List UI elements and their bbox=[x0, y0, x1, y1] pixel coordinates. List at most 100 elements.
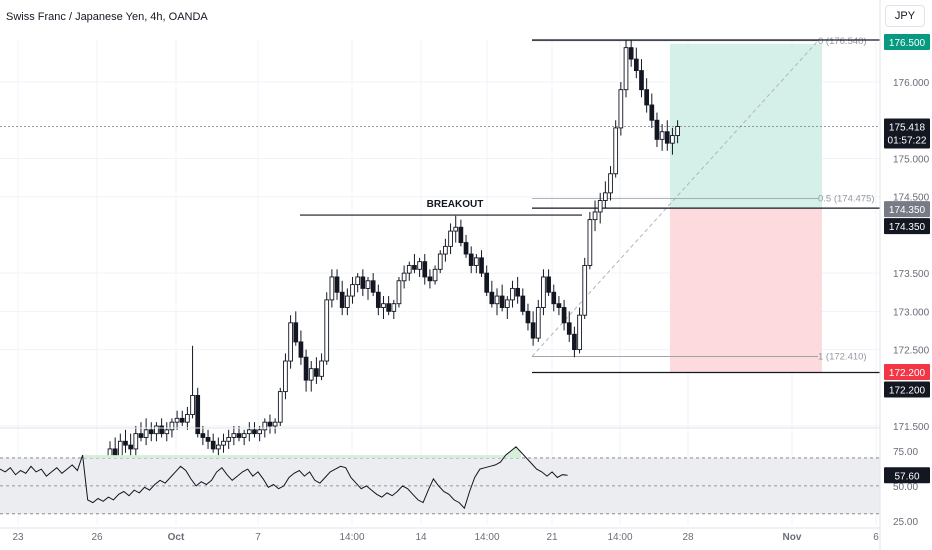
candle[interactable] bbox=[561, 299, 567, 331]
candle[interactable] bbox=[644, 78, 649, 113]
candle[interactable] bbox=[551, 284, 557, 312]
candle[interactable] bbox=[597, 192, 603, 224]
candle[interactable] bbox=[283, 353, 288, 400]
candle[interactable] bbox=[370, 273, 376, 297]
candle[interactable] bbox=[541, 269, 546, 316]
candle[interactable] bbox=[468, 246, 474, 274]
candle[interactable] bbox=[406, 261, 412, 281]
candle[interactable] bbox=[308, 361, 314, 392]
candle[interactable] bbox=[628, 40, 634, 67]
candle[interactable] bbox=[133, 426, 139, 457]
currency-button[interactable]: JPY bbox=[885, 5, 925, 27]
candle[interactable] bbox=[639, 59, 644, 98]
candle[interactable] bbox=[463, 234, 469, 258]
candle[interactable] bbox=[510, 280, 515, 308]
candle[interactable] bbox=[412, 254, 417, 274]
candle[interactable] bbox=[458, 219, 464, 247]
candle[interactable] bbox=[582, 257, 588, 319]
candle[interactable] bbox=[123, 429, 128, 453]
candle[interactable] bbox=[246, 422, 252, 442]
candle[interactable] bbox=[432, 265, 438, 285]
candle[interactable] bbox=[319, 353, 324, 381]
candle[interactable] bbox=[210, 433, 216, 453]
candle[interactable] bbox=[649, 93, 655, 128]
candle[interactable] bbox=[427, 269, 433, 289]
candle[interactable] bbox=[288, 315, 293, 369]
candle[interactable] bbox=[200, 426, 206, 446]
candle[interactable] bbox=[236, 426, 242, 442]
candle[interactable] bbox=[504, 296, 510, 319]
candle[interactable] bbox=[530, 311, 536, 346]
candle[interactable] bbox=[675, 120, 680, 144]
candle[interactable] bbox=[241, 429, 247, 446]
candle[interactable] bbox=[525, 303, 531, 331]
candle[interactable] bbox=[474, 254, 479, 274]
candle[interactable] bbox=[143, 418, 149, 446]
candle[interactable] bbox=[164, 422, 170, 442]
candle[interactable] bbox=[654, 112, 660, 148]
candle[interactable] bbox=[592, 200, 598, 232]
candle[interactable] bbox=[443, 238, 448, 262]
candle[interactable] bbox=[618, 82, 624, 136]
candle[interactable] bbox=[355, 273, 361, 293]
candle[interactable] bbox=[577, 307, 582, 354]
candle[interactable] bbox=[314, 357, 319, 384]
candle[interactable] bbox=[664, 120, 670, 151]
candle[interactable] bbox=[515, 276, 520, 304]
candle[interactable] bbox=[329, 269, 335, 308]
candle[interactable] bbox=[231, 426, 237, 446]
candle[interactable] bbox=[257, 426, 262, 442]
candle[interactable] bbox=[587, 211, 593, 270]
candle[interactable] bbox=[670, 127, 675, 155]
candle[interactable] bbox=[252, 422, 257, 438]
candle[interactable] bbox=[365, 276, 371, 300]
candle[interactable] bbox=[195, 387, 201, 438]
candle[interactable] bbox=[293, 311, 299, 346]
candle[interactable] bbox=[272, 418, 278, 434]
candle[interactable] bbox=[360, 269, 366, 297]
candle[interactable] bbox=[277, 387, 283, 426]
candles[interactable] bbox=[107, 40, 680, 469]
candle[interactable] bbox=[205, 429, 211, 449]
candle[interactable] bbox=[381, 296, 386, 319]
candle[interactable] bbox=[148, 422, 154, 442]
candle[interactable] bbox=[603, 181, 608, 209]
candle[interactable] bbox=[138, 422, 144, 442]
candle[interactable] bbox=[422, 254, 428, 285]
candle[interactable] bbox=[479, 250, 484, 277]
rsi-pane[interactable] bbox=[0, 427, 880, 515]
candle[interactable] bbox=[396, 276, 402, 308]
candle[interactable] bbox=[566, 311, 572, 342]
candle[interactable] bbox=[437, 250, 443, 274]
candle[interactable] bbox=[350, 276, 355, 304]
candle[interactable] bbox=[546, 269, 551, 297]
candle[interactable] bbox=[298, 330, 304, 365]
candle[interactable] bbox=[216, 437, 221, 457]
candle[interactable] bbox=[339, 280, 345, 316]
candle[interactable] bbox=[334, 269, 340, 300]
candle[interactable] bbox=[128, 433, 133, 457]
candle[interactable] bbox=[608, 166, 613, 201]
candle[interactable] bbox=[489, 280, 495, 308]
candle[interactable] bbox=[386, 296, 391, 316]
candle[interactable] bbox=[401, 265, 407, 289]
candle[interactable] bbox=[520, 288, 526, 316]
candle[interactable] bbox=[453, 215, 459, 243]
candle[interactable] bbox=[174, 410, 180, 430]
candle[interactable] bbox=[190, 345, 195, 419]
candle[interactable] bbox=[221, 433, 226, 453]
candle[interactable] bbox=[494, 288, 500, 316]
candle[interactable] bbox=[417, 257, 422, 277]
candle[interactable] bbox=[613, 120, 619, 178]
candle[interactable] bbox=[375, 284, 381, 316]
candle[interactable] bbox=[345, 288, 350, 316]
candle[interactable] bbox=[154, 422, 159, 442]
candle[interactable] bbox=[267, 414, 273, 434]
candle[interactable] bbox=[633, 47, 639, 79]
candle[interactable] bbox=[499, 284, 505, 312]
candle[interactable] bbox=[303, 349, 309, 392]
candle[interactable] bbox=[659, 124, 665, 151]
candle[interactable] bbox=[448, 223, 453, 255]
candle[interactable] bbox=[226, 429, 232, 449]
